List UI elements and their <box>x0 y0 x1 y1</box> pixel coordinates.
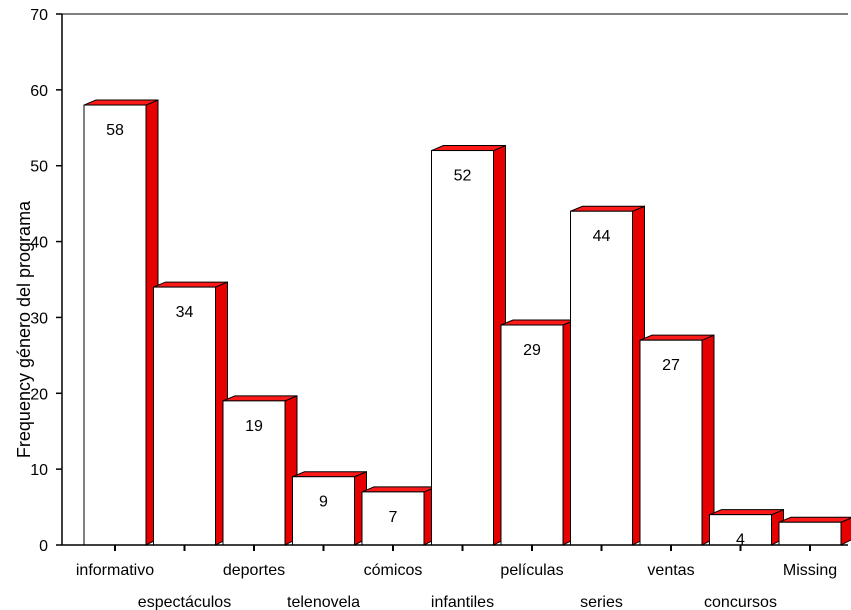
bar: 29 <box>500 319 576 546</box>
x-tick-label: infantiles <box>431 594 494 610</box>
bar-top <box>709 509 784 516</box>
data-label: 27 <box>662 357 680 374</box>
bar-top <box>361 486 437 493</box>
y-tick-label: 20 <box>30 386 48 403</box>
bar: 4 <box>709 508 784 549</box>
x-tick-label: espectáculos <box>138 594 231 610</box>
bar-top <box>153 281 228 288</box>
x-tick-label: deportes <box>223 562 285 579</box>
x-tick-label: cómicos <box>364 562 423 579</box>
x-tick-label: películas <box>500 562 563 579</box>
data-label: 58 <box>106 122 124 139</box>
x-tick-label: Missing <box>783 562 837 579</box>
bar: 9 <box>292 470 367 546</box>
bar-front <box>83 104 147 546</box>
bar-top <box>570 205 645 212</box>
bar-front <box>153 286 216 546</box>
data-label: 44 <box>593 228 611 245</box>
data-label: 34 <box>176 304 194 321</box>
bar-top <box>500 319 576 326</box>
data-label: 52 <box>454 168 472 185</box>
x-axis: informativo espectáculos deportestelenovel… <box>62 544 848 610</box>
bar-front <box>222 400 286 546</box>
y-axis-title: Frequency género del programa <box>14 200 34 458</box>
x-tick-label: telenovela <box>287 594 360 610</box>
bar <box>778 516 851 546</box>
y-tick-label: 30 <box>30 310 48 327</box>
bar: 44 <box>570 205 645 546</box>
y-tick-label: 10 <box>30 462 48 479</box>
y-axis: 0 10 20 30 40 50 60 70 <box>30 7 848 555</box>
bar-front <box>361 491 425 546</box>
data-label: 4 <box>736 532 745 549</box>
bar: 58 <box>83 99 159 546</box>
y-tick-label: 60 <box>30 83 48 100</box>
bar: 19 <box>222 395 298 546</box>
data-label: 7 <box>389 509 398 526</box>
bar-front <box>639 339 703 546</box>
bar-front <box>500 324 564 546</box>
bar: 7 <box>361 486 437 546</box>
x-tick-label: series <box>580 594 623 610</box>
y-tick-label: 40 <box>30 235 48 252</box>
bars: 58 34 19 9 7 52 29 44 27 4 <box>83 99 851 549</box>
bar-front <box>570 210 633 546</box>
x-tick-label: concursos <box>704 594 777 610</box>
x-tick-label: informativo <box>76 562 154 579</box>
x-tick-label: ventas <box>647 562 694 579</box>
bar-top <box>639 334 715 341</box>
y-tick-label: 0 <box>39 538 48 555</box>
bar: 34 <box>153 281 228 546</box>
data-label: 29 <box>523 342 541 359</box>
data-label: 9 <box>319 494 328 511</box>
bar-top <box>431 145 506 152</box>
y-tick-label: 70 <box>30 7 48 24</box>
bar-top <box>292 471 367 478</box>
bar-front <box>778 521 842 546</box>
bar: 52 <box>431 144 506 546</box>
bar-front <box>292 476 355 546</box>
bar-top <box>778 516 851 523</box>
data-label: 19 <box>245 418 263 435</box>
bar-top <box>83 99 159 106</box>
bar: 27 <box>639 334 715 546</box>
y-tick-label: 50 <box>30 159 48 176</box>
bar-front <box>431 150 494 546</box>
bar-top <box>222 395 298 402</box>
